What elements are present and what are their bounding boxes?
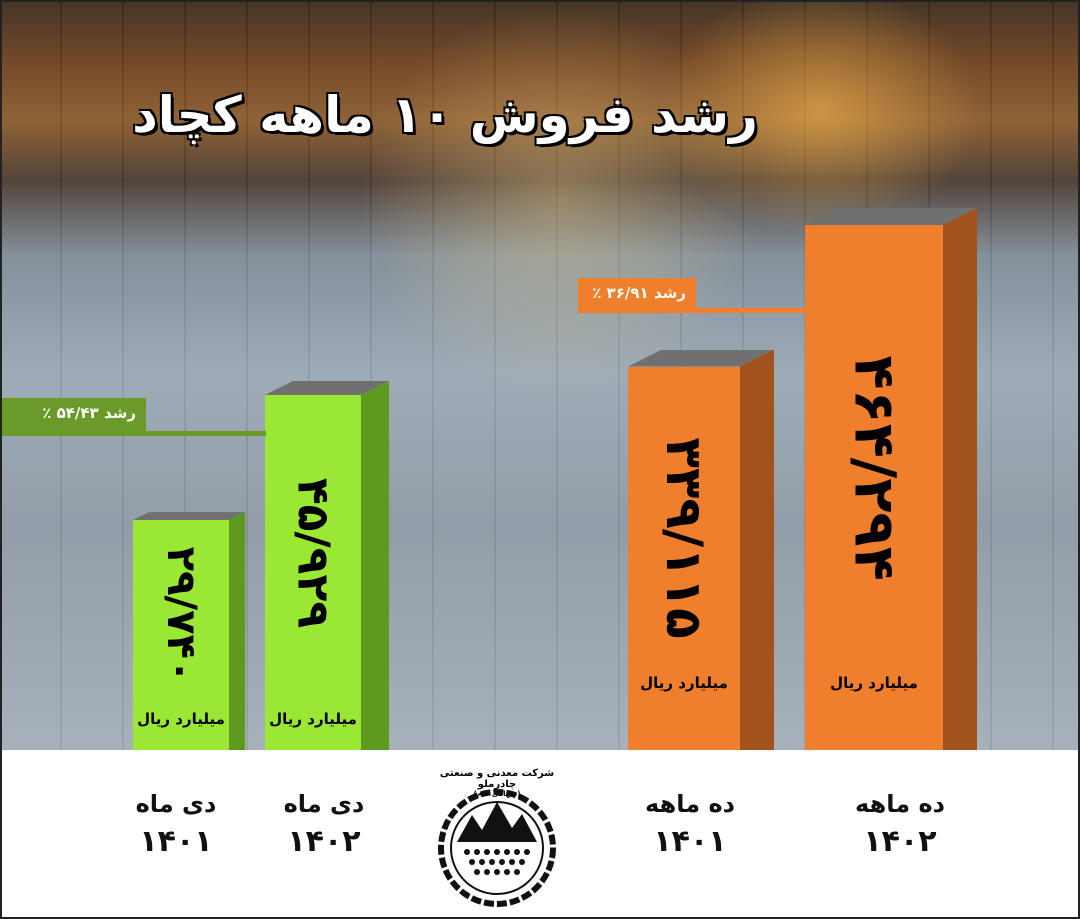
bar: ۴۵/۹۲۹ میلیارد ریال <box>265 381 389 750</box>
growth-label-ten-month: رشد ۳۶/۹۱ ٪ <box>578 278 696 310</box>
bar-value-label: ۳۳۹/۱۱۵ <box>655 437 713 639</box>
bar: ۳۳۹/۱۱۵ میلیارد ریال <box>628 349 774 750</box>
bar-unit-label: میلیارد ریال <box>269 710 357 728</box>
bar-top <box>265 381 389 395</box>
bar: ۲۹/۷۴۰ میلیارد ریال <box>133 512 245 750</box>
bar-top <box>805 208 977 225</box>
bar-unit-label: میلیارد ریال <box>137 709 225 728</box>
category-period: دی ماه <box>135 790 217 818</box>
bar-value-label: ۴۶۴/۲۹۴ <box>841 354 907 581</box>
chadormalu-logo <box>438 789 556 907</box>
bar-top <box>628 349 774 367</box>
category-year: ۱۴۰۱ <box>653 824 727 859</box>
bar-value-label: ۲۹/۷۴۰ <box>158 546 204 684</box>
bar-front: ۳۳۹/۱۱۵ میلیارد ریال <box>628 366 740 750</box>
bar-front: ۲۹/۷۴۰ میلیارد ریال <box>133 520 229 750</box>
category-label: دی ماه ۱۴۰۱ <box>106 790 246 859</box>
bar-side <box>361 381 389 750</box>
category-year: ۱۴۰۲ <box>287 824 361 859</box>
growth-line-dey <box>0 431 266 436</box>
bar-side <box>943 208 977 750</box>
category-year: ۱۴۰۱ <box>139 824 213 859</box>
bar-side <box>229 512 245 750</box>
category-period: ده ماهه <box>855 790 945 818</box>
category-period: دی ماه <box>283 790 365 818</box>
category-year: ۱۴۰۲ <box>863 824 937 859</box>
growth-label-dey: رشد ۵۴/۴۳ ٪ <box>0 398 146 431</box>
bar-unit-label: میلیارد ریال <box>830 674 918 692</box>
logo-subtext: (سهامی عام) <box>473 790 521 798</box>
bar-front: ۴۵/۹۲۹ میلیارد ریال <box>265 395 361 750</box>
category-label: ده ماهه ۱۴۰۲ <box>830 790 970 859</box>
bar-top <box>133 512 245 521</box>
bar-front: ۴۶۴/۲۹۴ میلیارد ریال <box>805 225 943 750</box>
bar-side <box>740 349 774 750</box>
chart-title: رشد فروش ۱۰ ماهه کچاد <box>132 86 758 144</box>
bar: ۴۶۴/۲۹۴ میلیارد ریال <box>805 208 977 750</box>
bar-unit-label: میلیارد ریال <box>640 673 728 692</box>
category-label: ده ماهه ۱۴۰۱ <box>620 790 760 859</box>
bar-value-label: ۴۵/۹۲۹ <box>287 477 339 628</box>
category-label: دی ماه ۱۴۰۲ <box>254 790 394 859</box>
category-period: ده ماهه <box>645 790 735 818</box>
logo-text: شرکت معدنی و صنعتی چادرملو (سهامی عام) <box>432 768 562 798</box>
growth-line-ten-month <box>578 308 806 313</box>
logo-company-name: شرکت معدنی و صنعتی چادرملو <box>439 768 555 790</box>
